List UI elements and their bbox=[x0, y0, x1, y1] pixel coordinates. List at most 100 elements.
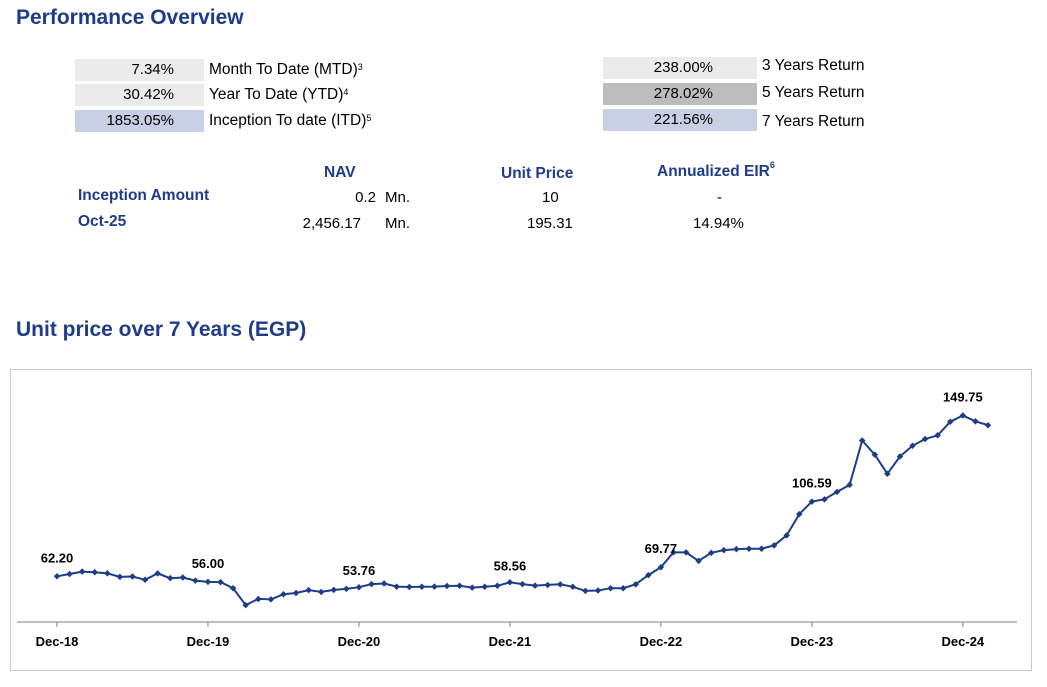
data-point bbox=[984, 421, 992, 429]
nav-header: NAV bbox=[324, 164, 356, 181]
data-point bbox=[204, 578, 212, 586]
ytd-value: 30.42% bbox=[75, 84, 204, 106]
data-point bbox=[317, 588, 325, 596]
data-point bbox=[972, 418, 979, 425]
3y-return-value: 238.00% bbox=[603, 57, 757, 79]
data-point bbox=[582, 587, 589, 595]
unit-price-chart: Dec-18 Dec-19 Dec-20 Dec-21 Dec-22 Dec-23 Dec-… bbox=[10, 369, 1032, 671]
x-tick-label: Dec-24 bbox=[942, 634, 985, 649]
data-point bbox=[192, 577, 199, 584]
data-point bbox=[141, 576, 149, 584]
data-point bbox=[229, 584, 237, 592]
5y-return-value: 278.02% bbox=[603, 83, 757, 105]
data-point bbox=[607, 584, 614, 592]
itd-label: Inception To date (ITD)5 bbox=[209, 112, 372, 129]
data-point bbox=[443, 582, 451, 590]
eir-header: Annualized EIR6 bbox=[657, 160, 775, 180]
data-point bbox=[78, 568, 86, 575]
data-point bbox=[267, 596, 275, 603]
data-point bbox=[670, 549, 677, 556]
oct25-row-label: Oct-25 bbox=[78, 213, 127, 230]
oct25-eir: 14.94% bbox=[693, 215, 744, 232]
mtd-value: 7.34% bbox=[75, 59, 204, 81]
inception-eir: - bbox=[717, 189, 722, 206]
data-point bbox=[833, 488, 841, 496]
unit-price-chart-svg: Dec-18 Dec-19 Dec-20 Dec-21 Dec-22 Dec-23 Dec-… bbox=[17, 390, 1017, 649]
data-point bbox=[380, 580, 388, 587]
oct25-price: 195.31 bbox=[527, 215, 573, 232]
data-point bbox=[368, 580, 375, 588]
performance-overview-title: Performance Overview bbox=[16, 6, 244, 29]
unit-price-header: Unit Price bbox=[501, 165, 574, 182]
data-point bbox=[53, 573, 61, 580]
data-label: 58.56 bbox=[494, 558, 527, 573]
itd-value: 1853.05% bbox=[75, 110, 204, 132]
data-point bbox=[292, 589, 300, 597]
data-point bbox=[494, 582, 501, 590]
x-tick-label: Dec-18 bbox=[36, 634, 79, 649]
data-point bbox=[594, 587, 602, 594]
data-label: 149.75 bbox=[943, 390, 983, 405]
data-point bbox=[632, 581, 639, 588]
data-point bbox=[733, 545, 740, 553]
data-point bbox=[179, 574, 187, 581]
x-tick-label: Dec-23 bbox=[791, 634, 834, 649]
data-point bbox=[66, 570, 73, 578]
data-point bbox=[330, 586, 338, 594]
x-tick-label: Dec-19 bbox=[187, 634, 230, 649]
data-point bbox=[154, 570, 161, 577]
7y-return-label: 7 Years Return bbox=[762, 113, 865, 130]
data-point bbox=[619, 584, 627, 592]
x-tick-label: Dec-20 bbox=[338, 634, 381, 649]
oct25-unit: Mn. bbox=[385, 215, 411, 232]
3y-return-label: 3 Years Return bbox=[762, 57, 865, 74]
data-point bbox=[456, 582, 463, 590]
data-point bbox=[821, 496, 828, 503]
data-point bbox=[305, 586, 312, 594]
data-point bbox=[91, 568, 98, 576]
oct25-nav: 2,456.17 bbox=[302, 215, 361, 232]
data-point bbox=[758, 545, 765, 552]
data-point bbox=[556, 581, 564, 588]
data-label: 106.59 bbox=[792, 476, 832, 491]
data-label: 69.77 bbox=[645, 541, 678, 556]
mtd-label: Month To Date (MTD)3 bbox=[209, 61, 363, 78]
data-point bbox=[418, 583, 426, 591]
data-point bbox=[343, 585, 350, 593]
data-point bbox=[116, 573, 124, 581]
data-point bbox=[569, 583, 577, 591]
data-point bbox=[959, 412, 967, 419]
data-point bbox=[129, 573, 136, 580]
data-point bbox=[783, 532, 790, 539]
inception-price: 10 bbox=[542, 189, 559, 206]
data-point bbox=[531, 582, 539, 589]
data-label: 53.76 bbox=[343, 563, 376, 578]
data-point bbox=[431, 583, 438, 590]
data-point bbox=[720, 546, 728, 554]
data-point bbox=[871, 451, 879, 458]
data-point bbox=[934, 432, 941, 439]
data-point bbox=[745, 545, 753, 552]
data-point bbox=[468, 584, 476, 591]
data-point bbox=[657, 563, 665, 571]
data-point bbox=[104, 570, 111, 577]
data-point bbox=[519, 580, 526, 588]
unit-price-line bbox=[56, 414, 989, 607]
7y-return-value: 221.56% bbox=[603, 109, 757, 131]
chart-title: Unit price over 7 Years (EGP) bbox=[16, 318, 307, 341]
data-point bbox=[255, 595, 262, 603]
data-point bbox=[406, 583, 413, 591]
x-tick-label: Dec-22 bbox=[640, 634, 683, 649]
data-point bbox=[645, 571, 652, 579]
data-label: 62.20 bbox=[41, 550, 74, 565]
data-point bbox=[280, 590, 287, 598]
5y-return-label: 5 Years Return bbox=[762, 84, 865, 101]
data-point bbox=[481, 583, 489, 591]
data-point bbox=[393, 583, 400, 590]
inception-row-label: Inception Amount bbox=[78, 187, 210, 204]
data-point bbox=[544, 581, 551, 589]
data-point bbox=[506, 579, 514, 586]
ytd-label: Year To Date (YTD)4 bbox=[209, 86, 349, 103]
data-point bbox=[166, 574, 174, 582]
inception-nav: 0.2 bbox=[355, 189, 376, 206]
